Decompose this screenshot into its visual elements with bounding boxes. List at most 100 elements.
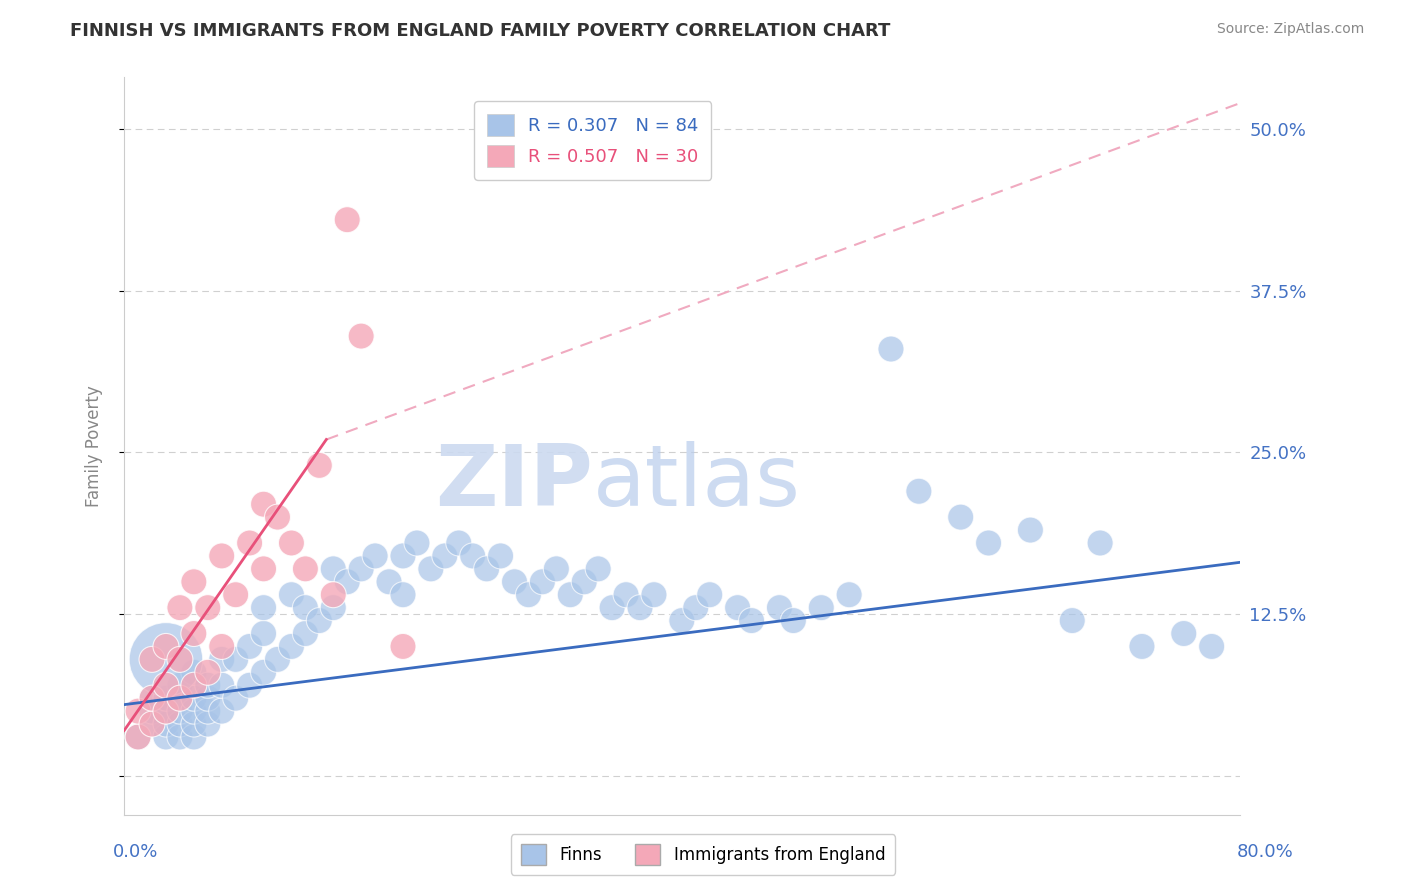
Point bbox=[392, 640, 415, 654]
Point bbox=[127, 704, 149, 718]
Point bbox=[949, 510, 972, 524]
Point bbox=[1019, 523, 1042, 537]
Point bbox=[155, 704, 177, 718]
Point bbox=[169, 652, 191, 666]
Point bbox=[155, 717, 177, 731]
Point bbox=[183, 704, 205, 718]
Point bbox=[406, 536, 429, 550]
Point bbox=[433, 549, 456, 563]
Point bbox=[671, 614, 693, 628]
Point bbox=[810, 600, 832, 615]
Point bbox=[574, 574, 596, 589]
Point bbox=[280, 640, 302, 654]
Point bbox=[392, 588, 415, 602]
Point bbox=[155, 678, 177, 692]
Point bbox=[336, 574, 359, 589]
Point bbox=[880, 342, 903, 356]
Text: FINNISH VS IMMIGRANTS FROM ENGLAND FAMILY POVERTY CORRELATION CHART: FINNISH VS IMMIGRANTS FROM ENGLAND FAMIL… bbox=[70, 22, 890, 40]
Text: 0.0%: 0.0% bbox=[112, 843, 157, 861]
Point bbox=[586, 562, 609, 576]
Point bbox=[183, 730, 205, 744]
Point bbox=[322, 562, 344, 576]
Point bbox=[197, 665, 219, 680]
Point bbox=[169, 691, 191, 706]
Point bbox=[838, 588, 860, 602]
Point bbox=[322, 600, 344, 615]
Point bbox=[211, 549, 233, 563]
Point bbox=[322, 588, 344, 602]
Point bbox=[127, 730, 149, 744]
Point bbox=[461, 549, 484, 563]
Point bbox=[239, 640, 262, 654]
Point bbox=[183, 665, 205, 680]
Point bbox=[266, 510, 288, 524]
Point bbox=[350, 562, 373, 576]
Point bbox=[475, 562, 498, 576]
Point bbox=[308, 458, 330, 473]
Y-axis label: Family Poverty: Family Poverty bbox=[86, 385, 103, 507]
Point bbox=[127, 730, 149, 744]
Point bbox=[225, 652, 247, 666]
Point bbox=[699, 588, 721, 602]
Point bbox=[169, 600, 191, 615]
Point bbox=[531, 574, 554, 589]
Point bbox=[294, 600, 316, 615]
Point bbox=[169, 704, 191, 718]
Point bbox=[628, 600, 651, 615]
Text: 80.0%: 80.0% bbox=[1237, 843, 1294, 861]
Point bbox=[614, 588, 637, 602]
Legend: R = 0.307   N = 84, R = 0.507   N = 30: R = 0.307 N = 84, R = 0.507 N = 30 bbox=[474, 101, 711, 179]
Text: ZIP: ZIP bbox=[434, 442, 592, 524]
Point bbox=[768, 600, 790, 615]
Point bbox=[252, 497, 274, 511]
Point bbox=[378, 574, 401, 589]
Point bbox=[169, 678, 191, 692]
Point bbox=[1173, 626, 1195, 640]
Point bbox=[141, 717, 163, 731]
Point bbox=[169, 691, 191, 706]
Point bbox=[908, 484, 931, 499]
Point bbox=[294, 626, 316, 640]
Point bbox=[141, 704, 163, 718]
Point bbox=[252, 626, 274, 640]
Point bbox=[1088, 536, 1111, 550]
Point bbox=[141, 717, 163, 731]
Point bbox=[294, 562, 316, 576]
Point bbox=[741, 614, 763, 628]
Point bbox=[211, 640, 233, 654]
Point bbox=[225, 588, 247, 602]
Point bbox=[239, 678, 262, 692]
Point bbox=[183, 574, 205, 589]
Point bbox=[183, 717, 205, 731]
Point bbox=[211, 678, 233, 692]
Point bbox=[503, 574, 526, 589]
Point bbox=[197, 691, 219, 706]
Point bbox=[183, 626, 205, 640]
Point bbox=[280, 588, 302, 602]
Point bbox=[211, 704, 233, 718]
Legend: Finns, Immigrants from England: Finns, Immigrants from England bbox=[510, 834, 896, 875]
Point bbox=[447, 536, 470, 550]
Point bbox=[419, 562, 441, 576]
Point bbox=[141, 652, 163, 666]
Point bbox=[266, 652, 288, 666]
Text: Source: ZipAtlas.com: Source: ZipAtlas.com bbox=[1216, 22, 1364, 37]
Point bbox=[169, 717, 191, 731]
Point bbox=[225, 691, 247, 706]
Point bbox=[169, 730, 191, 744]
Point bbox=[336, 212, 359, 227]
Point bbox=[560, 588, 582, 602]
Point bbox=[155, 691, 177, 706]
Point bbox=[252, 600, 274, 615]
Point bbox=[197, 704, 219, 718]
Point bbox=[141, 691, 163, 706]
Point bbox=[977, 536, 1000, 550]
Point bbox=[155, 730, 177, 744]
Point bbox=[252, 562, 274, 576]
Point bbox=[197, 600, 219, 615]
Point bbox=[727, 600, 749, 615]
Point bbox=[252, 665, 274, 680]
Point bbox=[517, 588, 540, 602]
Point bbox=[392, 549, 415, 563]
Point bbox=[280, 536, 302, 550]
